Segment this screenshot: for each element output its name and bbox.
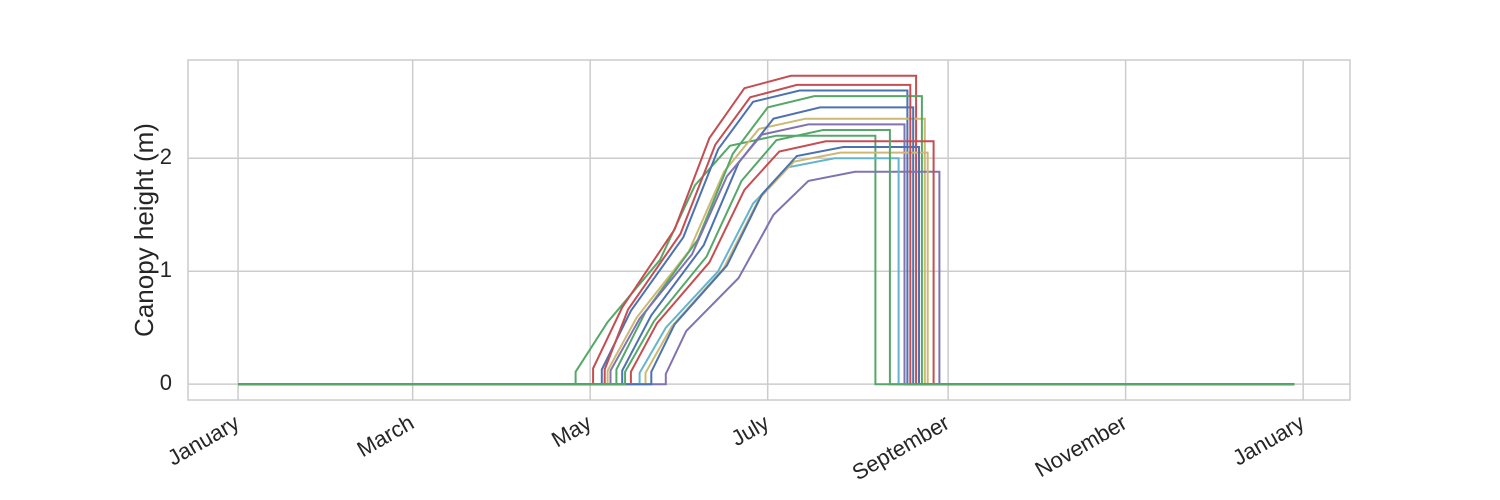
x-tick-label: September: [848, 410, 954, 485]
series-line: [238, 170, 1295, 386]
series-line: [238, 89, 1295, 386]
series-line: [238, 74, 1295, 386]
x-tick-label: March: [353, 410, 418, 462]
x-tick-label: November: [1031, 410, 1131, 482]
series-line: [238, 123, 1295, 386]
y-axis-label: Canopy height (m): [129, 123, 159, 337]
plot-area: [187, 59, 1351, 401]
series-line: [238, 95, 1295, 386]
x-tick-label: May: [547, 410, 595, 452]
series-line: [238, 146, 1295, 386]
series-line: [238, 129, 1295, 386]
x-tick-label: July: [727, 410, 773, 451]
series-line: [238, 140, 1295, 386]
y-tick-label: 2: [160, 144, 172, 169]
y-tick-label: 1: [160, 257, 172, 282]
x-tick-label: January: [163, 410, 243, 471]
series-line: [238, 83, 1295, 386]
y-tick-label: 0: [160, 370, 172, 395]
series-line: [238, 117, 1295, 386]
series-line: [238, 134, 1295, 386]
series-line: [238, 157, 1295, 386]
x-tick-label: January: [1228, 410, 1308, 471]
